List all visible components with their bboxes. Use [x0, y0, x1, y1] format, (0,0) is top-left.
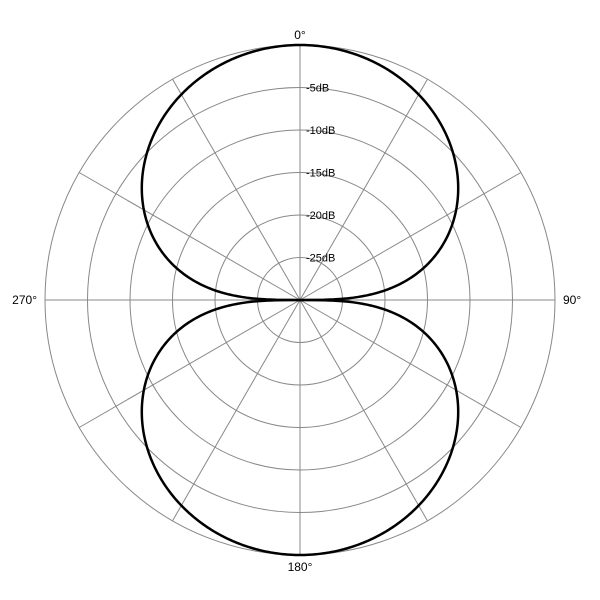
radial-label: -5dB [306, 83, 329, 95]
polar-chart: 0° 90° 180° 270° -5dB -10dB -15dB -20dB -25dB [0, 0, 600, 600]
grid-spoke [300, 300, 521, 428]
grid-spoke [300, 173, 521, 301]
radial-label: -20dB [306, 210, 335, 222]
radial-label: -25dB [306, 253, 335, 265]
grid-spoke [300, 300, 428, 521]
radial-label: -10dB [306, 125, 335, 137]
grid-spoke [79, 300, 300, 428]
angle-label-180: 180° [288, 560, 313, 574]
angle-label-270: 270° [12, 293, 37, 307]
angle-label-90: 90° [563, 293, 581, 307]
angle-label-0: 0° [294, 28, 306, 42]
grid-spoke [173, 79, 301, 300]
grid-spoke [79, 173, 300, 301]
grid-spoke [300, 79, 428, 300]
radial-label: -15dB [306, 168, 335, 180]
grid-spoke [173, 300, 301, 521]
